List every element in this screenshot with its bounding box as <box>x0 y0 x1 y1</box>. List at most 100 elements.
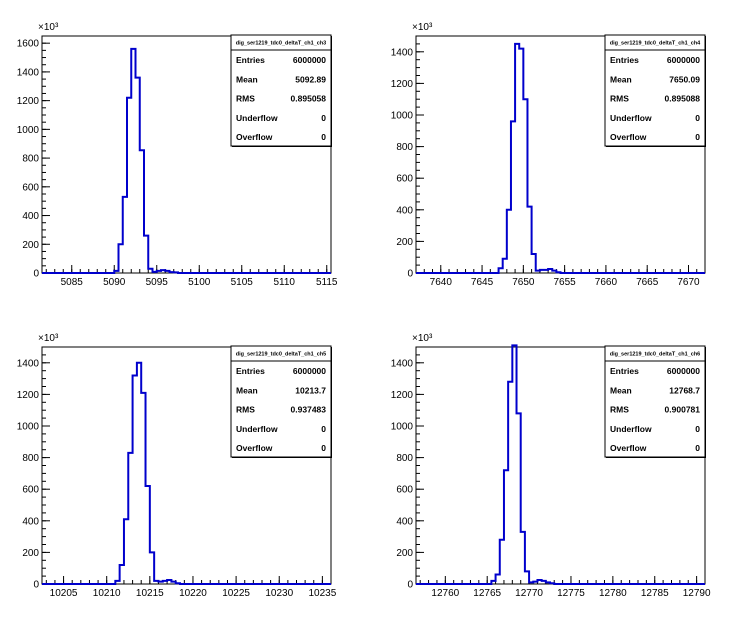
stats-row-value: 0 <box>321 424 326 434</box>
y-tick-label: 1200 <box>17 96 40 107</box>
histogram-bin <box>124 519 128 584</box>
histogram-series-line <box>42 47 331 274</box>
histogram-bin <box>527 207 531 273</box>
stats-row-label: Mean <box>236 385 258 395</box>
stats-row-value: 7650.09 <box>669 74 700 84</box>
histogram-bin <box>140 150 144 273</box>
x-tick-label: 7655 <box>554 277 577 288</box>
stats-row-value: 0 <box>321 443 326 453</box>
histogram-bin <box>529 582 533 584</box>
histogram-bin <box>532 254 536 273</box>
y-tick-label: 0 <box>33 269 39 280</box>
stats-row-value: 12768.7 <box>669 385 700 395</box>
histogram-bin <box>511 121 515 273</box>
x-tick-label: 7670 <box>677 277 700 288</box>
stats-row-label: Underflow <box>236 113 278 123</box>
x-tick-label: 5100 <box>188 277 211 288</box>
y-tick-label: 1000 <box>17 125 40 136</box>
y-tick-label: 400 <box>22 211 39 222</box>
stats-row-value: 0 <box>695 113 700 123</box>
y-tick-label: 1200 <box>391 79 414 90</box>
stats-row-label: Overflow <box>236 132 273 142</box>
stats-row-label: Entries <box>236 366 265 376</box>
stats-row-value: 0.937483 <box>291 405 327 415</box>
stats-row-value: 6000000 <box>667 366 700 376</box>
histogram-bin <box>512 345 516 584</box>
stats-box <box>604 34 706 147</box>
stats-row-value: 5092.89 <box>295 74 326 84</box>
y-tick-label: 200 <box>22 240 39 251</box>
x-tick-label: 12770 <box>515 588 543 599</box>
x-tick-label: 5085 <box>61 277 84 288</box>
histogram-bin <box>131 49 135 273</box>
y-exponent-label: ×10³ <box>38 22 59 33</box>
y-tick-label: 800 <box>396 453 413 464</box>
x-tick-label: 5110 <box>273 277 295 288</box>
y-tick-label: 1600 <box>17 39 40 50</box>
histogram-bin <box>491 581 495 584</box>
y-tick-label: 800 <box>22 154 39 165</box>
stats-row-value: 0 <box>321 113 326 123</box>
y-tick-label: 1200 <box>391 390 414 401</box>
histogram-bin <box>150 552 154 584</box>
histogram-bin <box>171 582 175 584</box>
histogram-bin <box>148 269 152 273</box>
y-tick-label: 200 <box>396 548 413 559</box>
y-exponent-label: ×10³ <box>412 22 433 33</box>
stats-row-value: 6000000 <box>667 55 700 65</box>
stats-row-value: 0 <box>695 424 700 434</box>
x-tick-label: 12775 <box>557 588 585 599</box>
x-tick-label: 10220 <box>179 588 207 599</box>
stats-box <box>230 34 332 147</box>
stats-row-label: Underflow <box>610 424 652 434</box>
histogram-bin <box>515 44 519 273</box>
stats-box <box>230 345 332 458</box>
x-tick-label: 12790 <box>683 588 711 599</box>
stats-row-value: 0 <box>695 132 700 142</box>
histogram-series-line <box>42 361 331 585</box>
histogram-bin <box>525 571 529 584</box>
y-tick-label: 400 <box>396 516 413 527</box>
histogram-bin <box>153 272 157 273</box>
y-exponent-label: ×10³ <box>38 333 59 344</box>
x-tick-label: 5105 <box>231 277 254 288</box>
x-tick-label: 5095 <box>146 277 169 288</box>
histogram-bin <box>128 453 132 584</box>
stats-row-label: Mean <box>610 385 632 395</box>
histogram-bin <box>115 581 119 584</box>
histogram-bin <box>556 272 560 273</box>
histogram-bin <box>137 363 141 584</box>
stats-row-value: 10213.7 <box>295 385 326 395</box>
x-tick-label: 7650 <box>512 277 535 288</box>
histogram-bin <box>165 271 169 273</box>
stats-title: dig_ser1219_tdc0_deltaT_ch1_ch4 <box>610 41 701 47</box>
histogram-bin <box>163 581 167 584</box>
y-tick-label: 1000 <box>17 422 40 433</box>
histogram-bin <box>114 271 118 273</box>
histogram-bin <box>167 580 171 584</box>
histogram-bin <box>507 210 511 273</box>
y-tick-label: 200 <box>396 237 413 248</box>
x-tick-label: 12785 <box>641 588 669 599</box>
stats-row-label: Entries <box>236 55 265 65</box>
stats-row-value: 6000000 <box>293 366 326 376</box>
histogram-bin <box>537 580 541 584</box>
histogram-bin <box>161 270 165 273</box>
x-tick-label: 10205 <box>50 588 78 599</box>
histogram-bin <box>548 269 552 273</box>
histogram-bin <box>540 270 544 273</box>
histogram-bin <box>146 486 150 584</box>
histogram-bin <box>496 575 500 584</box>
y-tick-label: 1400 <box>17 358 40 369</box>
x-tick-label: 10235 <box>308 588 336 599</box>
stats-title: dig_ser1219_tdc0_deltaT_ch1_ch3 <box>236 41 327 47</box>
stats-row-label: Underflow <box>610 113 652 123</box>
stats-box <box>604 345 706 458</box>
y-tick-label: 800 <box>396 142 413 153</box>
x-tick-label: 12765 <box>473 588 501 599</box>
histogram-bin <box>141 393 145 584</box>
x-tick-label: 7665 <box>636 277 659 288</box>
stats-row-value: 0.895088 <box>665 94 701 104</box>
x-tick-label: 10225 <box>222 588 250 599</box>
stats-row-label: Mean <box>610 74 632 84</box>
